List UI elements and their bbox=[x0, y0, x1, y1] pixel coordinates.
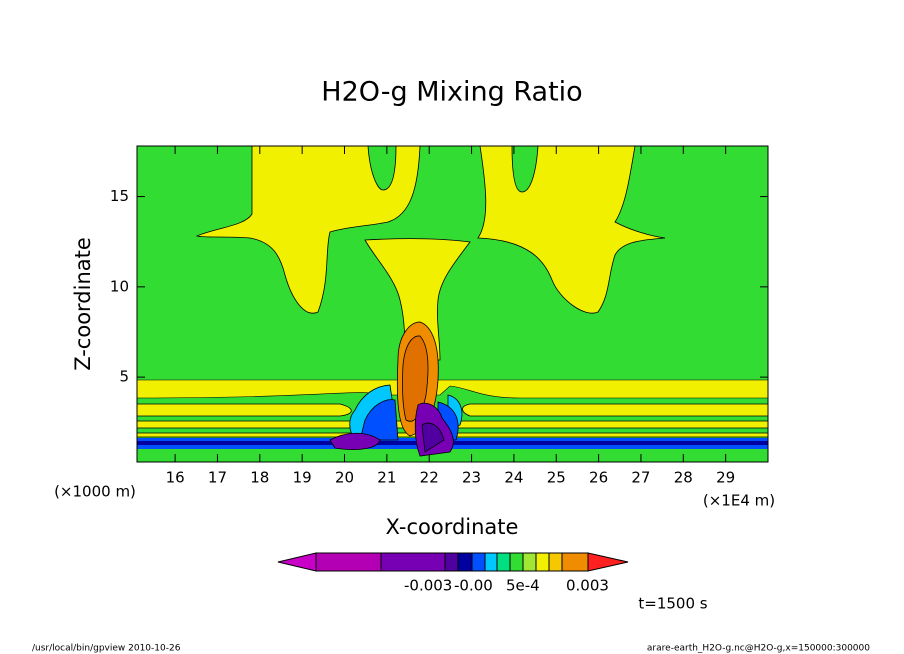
colorbar-extend bbox=[277, 552, 317, 572]
x-tick-label: 26 bbox=[589, 469, 608, 487]
x-axis-label: X-coordinate bbox=[386, 515, 519, 539]
colorbar-box bbox=[484, 552, 498, 572]
colorbar-label: -0.00 bbox=[454, 577, 493, 595]
colorbar-box bbox=[315, 552, 382, 572]
x-unit: (×1E4 m) bbox=[703, 492, 775, 510]
colorbar-box bbox=[457, 552, 473, 572]
y-tick-label: 5 bbox=[119, 368, 129, 386]
y-unit: (×1000 m) bbox=[54, 483, 136, 501]
x-tick-label: 20 bbox=[335, 469, 354, 487]
plot-frame bbox=[136, 145, 769, 463]
axes: 16 17 18 19 20 21 22 23 24 25 26 27 28 29 5 10 15 bbox=[110, 146, 768, 487]
x-tick-label: 18 bbox=[250, 469, 269, 487]
colorbar-box bbox=[522, 552, 537, 572]
x-tick-label: 27 bbox=[631, 469, 650, 487]
x-tick-label: 19 bbox=[293, 469, 312, 487]
y-axis-label: Z-coordinate bbox=[71, 237, 95, 371]
time-label: t=1500 s bbox=[638, 595, 707, 613]
colorbar-label: 0.003 bbox=[566, 577, 609, 595]
colorbar-label: -0.003 bbox=[404, 577, 452, 595]
colorbar-box bbox=[548, 552, 563, 572]
y-tick-label: 10 bbox=[110, 277, 129, 295]
chart-title: H2O-g Mixing Ratio bbox=[321, 77, 582, 108]
x-tick-label: 25 bbox=[547, 469, 566, 487]
colorbar-extend bbox=[587, 552, 629, 572]
x-tick-label: 28 bbox=[674, 469, 693, 487]
x-tick-label: 22 bbox=[420, 469, 439, 487]
x-tick-label: 16 bbox=[166, 469, 185, 487]
colorbar-label: 5e-4 bbox=[506, 577, 540, 595]
colorbar-box bbox=[561, 552, 589, 572]
colorbar-box bbox=[471, 552, 486, 572]
colorbar: -0.003 -0.00 5e-4 0.003 bbox=[277, 552, 629, 595]
x-tick-label: 29 bbox=[716, 469, 735, 487]
colorbar-box bbox=[444, 552, 459, 572]
footer-left: /usr/local/bin/gpview 2010-10-26 bbox=[32, 644, 181, 654]
x-tick-label: 24 bbox=[504, 469, 523, 487]
x-tick-label: 21 bbox=[377, 469, 396, 487]
colorbar-box bbox=[509, 552, 524, 572]
colorbar-box bbox=[380, 552, 446, 572]
contour-field bbox=[137, 146, 768, 462]
colorbar-box bbox=[535, 552, 550, 572]
y-tick-label: 15 bbox=[110, 187, 129, 205]
x-tick-label: 23 bbox=[462, 469, 481, 487]
colorbar-box bbox=[496, 552, 511, 572]
x-tick-label: 17 bbox=[208, 469, 227, 487]
footer-right: arare-earth_H2O-g.nc@H2O-g,x=150000:3000… bbox=[647, 644, 870, 654]
